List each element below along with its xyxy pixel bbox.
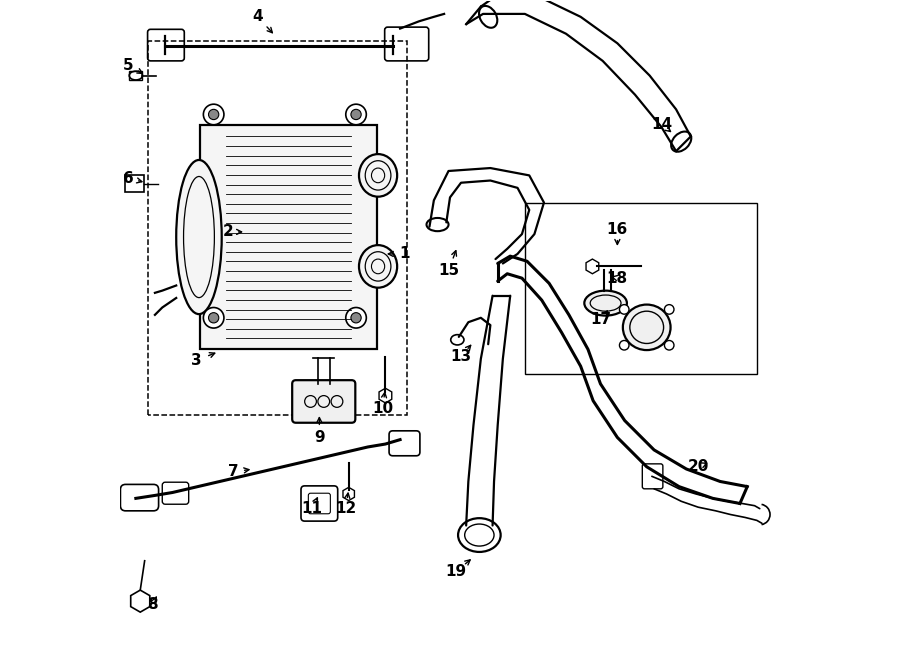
Ellipse shape <box>176 160 221 314</box>
Text: 10: 10 <box>372 401 393 416</box>
Circle shape <box>346 104 366 124</box>
Circle shape <box>619 305 629 314</box>
Circle shape <box>664 340 674 350</box>
Circle shape <box>351 312 361 323</box>
Bar <box>125 175 144 191</box>
Text: 8: 8 <box>148 596 158 612</box>
Text: 5: 5 <box>123 58 134 73</box>
Text: 13: 13 <box>450 349 472 364</box>
Circle shape <box>346 308 366 328</box>
Text: 19: 19 <box>446 564 466 579</box>
Text: 15: 15 <box>438 263 459 278</box>
Text: 12: 12 <box>335 501 356 516</box>
Bar <box>130 71 142 80</box>
Text: 16: 16 <box>607 222 628 237</box>
Polygon shape <box>201 126 376 350</box>
Text: 1: 1 <box>400 246 410 261</box>
Text: 4: 4 <box>252 9 263 24</box>
Circle shape <box>664 305 674 314</box>
Ellipse shape <box>584 291 627 316</box>
FancyBboxPatch shape <box>292 380 356 423</box>
Text: 14: 14 <box>651 117 672 132</box>
Text: 3: 3 <box>192 353 202 368</box>
Text: 2: 2 <box>223 224 234 240</box>
Circle shape <box>619 340 629 350</box>
Text: 7: 7 <box>229 465 238 479</box>
Text: 18: 18 <box>607 271 628 285</box>
Ellipse shape <box>359 245 397 288</box>
Ellipse shape <box>359 154 397 197</box>
Circle shape <box>209 109 219 120</box>
Text: 17: 17 <box>590 312 611 328</box>
Text: 20: 20 <box>688 459 709 474</box>
Circle shape <box>351 109 361 120</box>
Circle shape <box>209 312 219 323</box>
Text: 6: 6 <box>123 171 134 186</box>
Circle shape <box>203 104 224 124</box>
Ellipse shape <box>623 305 670 350</box>
Text: 9: 9 <box>314 430 325 445</box>
Circle shape <box>203 308 224 328</box>
Text: 11: 11 <box>302 501 322 516</box>
